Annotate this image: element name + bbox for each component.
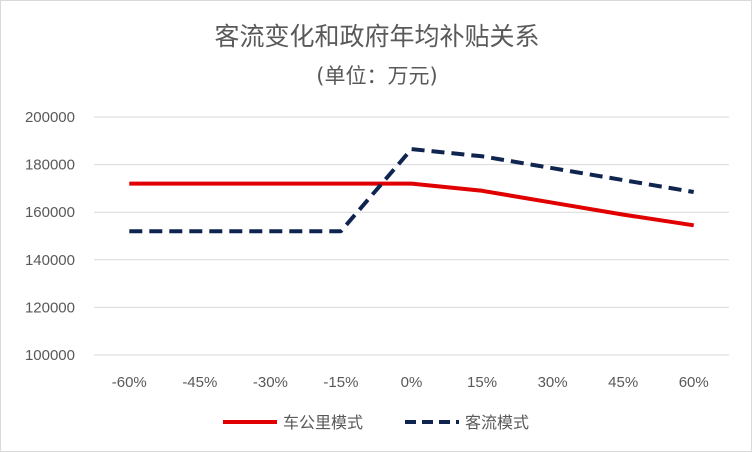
x-axis-ticks: -60% -45% -30% -15% 0% 15% 30% 45% 60% [112,374,709,391]
chart-subtitle: (单位：万元) [316,64,437,88]
x-tick-label: 45% [608,374,638,391]
y-tick-label: 180000 [25,157,75,174]
y-tick-label: 140000 [25,252,75,269]
x-tick-label: 15% [467,374,497,391]
x-tick-label: 60% [679,374,709,391]
x-tick-label: 0% [401,374,423,391]
x-tick-label: -60% [112,374,147,391]
x-tick-label: -45% [182,374,217,391]
gridlines [94,116,729,356]
legend-label-2: 客流模式 [465,413,529,432]
y-axis-ticks: 200000 180000 160000 140000 120000 100000 [25,109,75,364]
x-tick-label: -30% [253,374,288,391]
legend: 车公里模式 客流模式 [223,413,529,432]
series-line-1 [129,181,695,228]
series-line-2 [129,147,695,234]
y-tick-label: 100000 [25,347,75,364]
x-tick-label: 30% [538,374,568,391]
x-tick-label: -15% [323,374,358,391]
series-lines [129,147,695,234]
chart-title: 客流变化和政府年均补贴关系 [214,22,539,51]
y-tick-label: 120000 [25,299,75,316]
legend-label-1: 车公里模式 [283,413,363,432]
y-tick-label: 200000 [25,109,75,126]
y-tick-label: 160000 [25,204,75,221]
